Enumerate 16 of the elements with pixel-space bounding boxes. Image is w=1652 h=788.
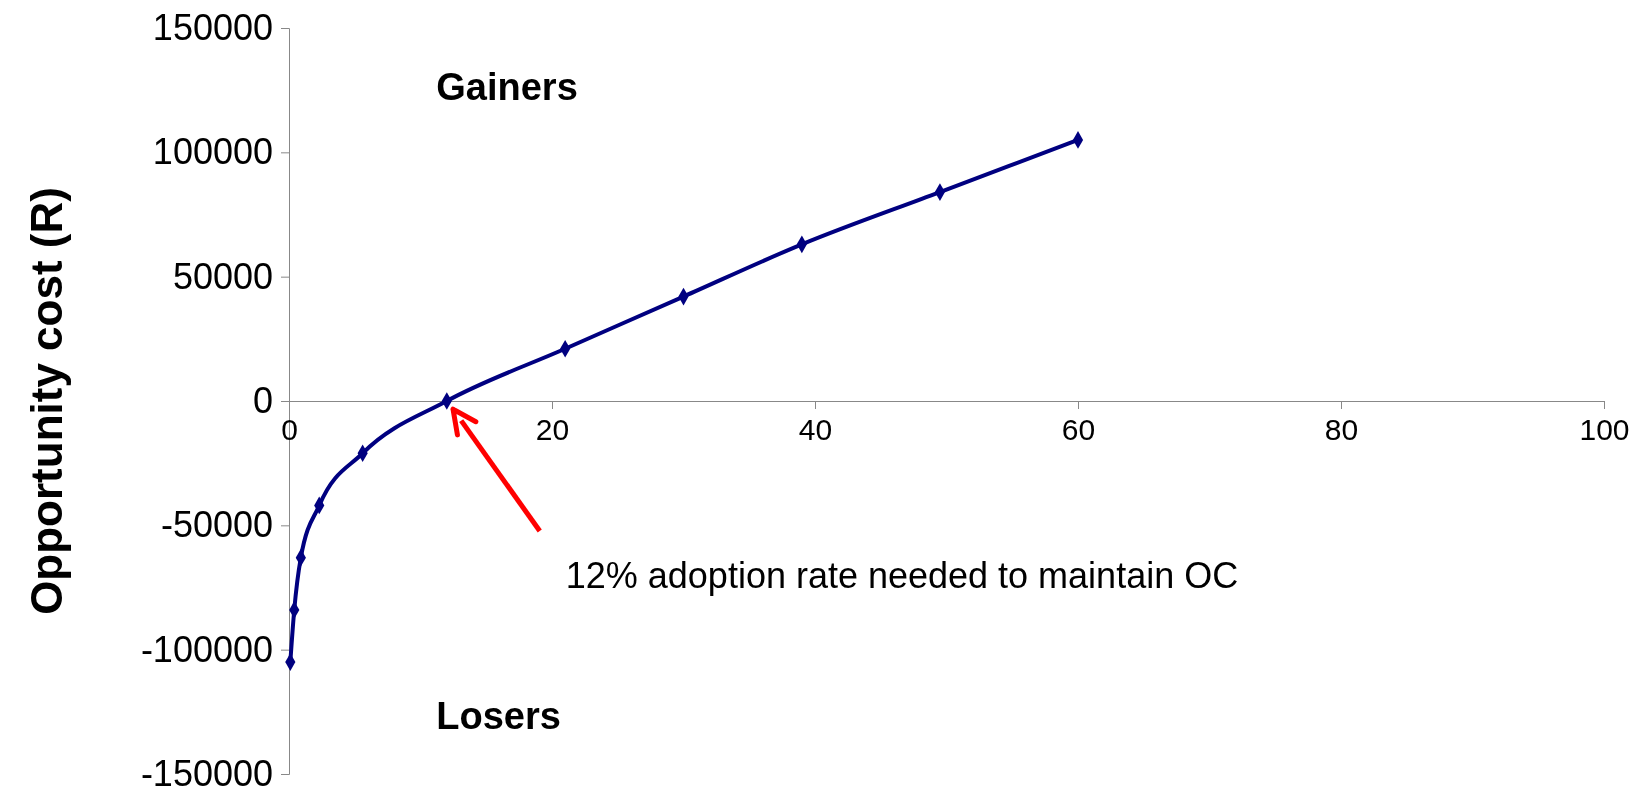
x-tick-label: 100 [1579, 413, 1630, 447]
y-axis-title: Opportunity cost (R) [22, 187, 71, 615]
x-tick-label: 0 [281, 413, 298, 447]
annotation: Gainers [436, 66, 578, 109]
x-tick-label: 40 [798, 413, 833, 447]
y-tick-label: -100000 [140, 628, 273, 670]
annotation: 12% adoption rate needed to maintain OC [565, 554, 1239, 596]
y-tick-label: 150000 [152, 7, 273, 49]
y-tick-label: 100000 [152, 131, 273, 173]
annotation: Losers [436, 695, 561, 738]
y-tick-label: 50000 [172, 255, 273, 297]
y-tick-label: -50000 [160, 504, 273, 546]
x-tick-label: 60 [1061, 413, 1096, 447]
x-tick-label: 80 [1324, 413, 1359, 447]
y-tick-label: -150000 [140, 753, 273, 788]
x-tick-label: 20 [535, 413, 570, 447]
